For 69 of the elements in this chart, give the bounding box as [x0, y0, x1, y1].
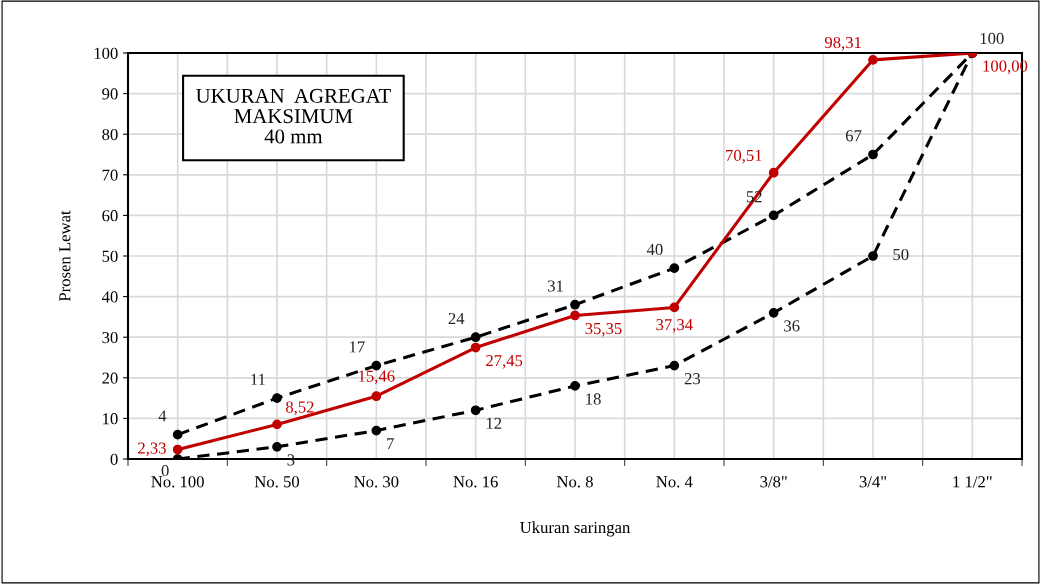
annotation: 67: [845, 130, 862, 142]
annotation: 24: [448, 312, 465, 324]
y-tick-label: 70: [102, 169, 118, 181]
point: [868, 251, 878, 261]
y-tick-label: 90: [102, 88, 118, 100]
point: [570, 381, 580, 391]
point: [371, 391, 382, 402]
annotation: 31: [548, 280, 563, 292]
point: [868, 54, 878, 65]
annotation: 100: [980, 32, 1004, 45]
point: [371, 425, 382, 436]
point: [570, 299, 580, 310]
x-tick-label: No. 4: [656, 476, 693, 488]
y-tick-label: 60: [102, 210, 118, 222]
data-label: 0: [161, 465, 169, 477]
y-tick-label: 20: [102, 372, 118, 384]
x-tick-label: 3/8": [760, 476, 787, 488]
point: [768, 210, 779, 221]
point: [669, 263, 680, 274]
y-tick-label: 30: [102, 331, 118, 344]
point: [272, 393, 282, 403]
data-label: 7: [387, 438, 394, 450]
annotation: 17: [350, 341, 365, 353]
x-tick-label: No. 30: [354, 476, 399, 488]
x-tick-label: No. 50: [254, 476, 300, 488]
y-tick-label: 10: [103, 413, 118, 425]
point: [470, 332, 481, 343]
point: [272, 419, 282, 430]
point: [470, 405, 481, 416]
data-label: 18: [586, 393, 601, 405]
data-label: 98,31: [824, 36, 861, 51]
data-label: 35,35: [585, 322, 622, 337]
data-label: 12: [486, 417, 502, 429]
x-tick-label: No. 100: [151, 476, 204, 488]
x-tick-label: 1 1/2": [953, 476, 992, 488]
y-tick-label: 0: [110, 453, 118, 465]
data-label: 37,34: [656, 319, 693, 333]
y-tick-label: 80: [102, 128, 118, 141]
annotation: 4: [158, 410, 167, 422]
point: [272, 441, 282, 452]
data-label: 2,33: [138, 442, 166, 457]
point: [868, 149, 878, 160]
data-label: 36: [784, 320, 800, 332]
x-tick-label: No. 16: [453, 476, 498, 488]
point: [371, 360, 382, 371]
point: [768, 307, 779, 318]
data-label: 50: [893, 248, 909, 261]
point: [768, 167, 779, 178]
x-tick-label: No. 8: [556, 476, 593, 488]
x-tick-label: 3/4": [859, 476, 887, 488]
data-label: 70,51: [726, 149, 762, 164]
annotation: 11: [251, 373, 265, 385]
x-axis-title: Ukuran saringan: [520, 521, 631, 537]
y-axis-title: Prosen Lewat: [59, 210, 71, 302]
point: [570, 310, 580, 321]
point: [172, 429, 183, 440]
data-label: 27,45: [486, 355, 523, 369]
point: [470, 342, 481, 353]
point: [172, 444, 183, 455]
point: [669, 360, 680, 371]
data-label: 15,46: [359, 370, 395, 385]
data-label: 8,52: [285, 401, 314, 416]
y-tick-label: 40: [101, 291, 118, 303]
annotation: UKURAN AGREGAT MAKSIMUM 40 mm: [196, 88, 391, 144]
point: [669, 302, 680, 313]
annotation: 40: [646, 243, 663, 256]
y-tick-label: 100: [94, 47, 118, 59]
y-tick-label: 50: [102, 250, 118, 262]
data-label: 23: [684, 373, 701, 385]
